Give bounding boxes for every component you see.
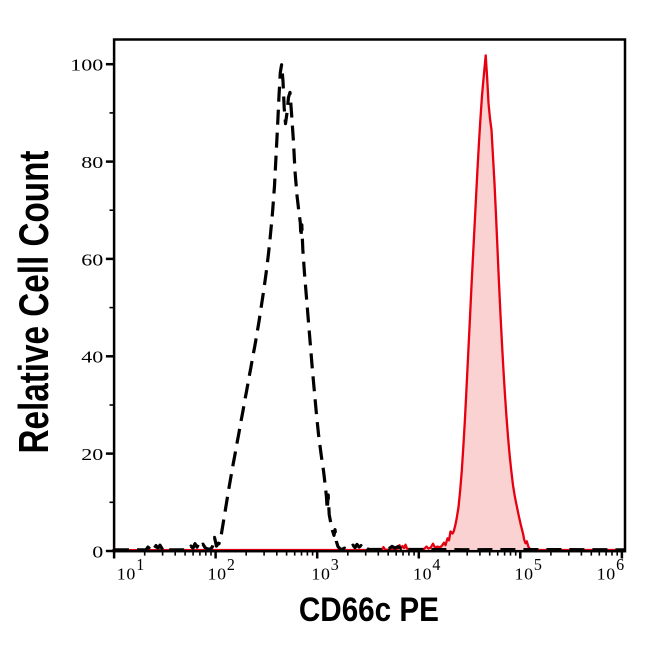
- svg-text:2: 2: [227, 555, 236, 574]
- svg-text:10: 10: [311, 564, 330, 583]
- svg-text:60: 60: [81, 250, 103, 269]
- svg-text:10: 10: [208, 564, 227, 583]
- svg-text:10: 10: [413, 564, 432, 583]
- svg-text:3: 3: [331, 555, 340, 574]
- svg-text:0: 0: [92, 542, 103, 561]
- svg-text:10: 10: [117, 564, 136, 583]
- svg-text:5: 5: [534, 555, 543, 574]
- svg-text:80: 80: [81, 153, 103, 172]
- svg-text:40: 40: [81, 348, 103, 367]
- svg-text:Relative Cell Count: Relative Cell Count: [10, 150, 57, 453]
- svg-text:10: 10: [597, 564, 616, 583]
- svg-text:4: 4: [432, 555, 441, 574]
- svg-text:10: 10: [515, 564, 534, 583]
- svg-text:1: 1: [136, 555, 145, 574]
- svg-text:20: 20: [81, 445, 103, 464]
- svg-text:CD66c PE: CD66c PE: [299, 591, 439, 629]
- svg-text:6: 6: [616, 555, 625, 574]
- svg-text:100: 100: [70, 56, 103, 75]
